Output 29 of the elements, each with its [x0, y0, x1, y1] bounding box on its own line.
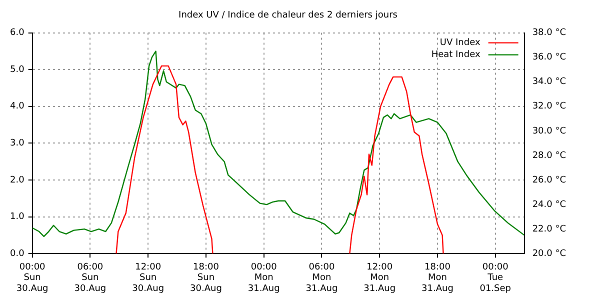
x-tick-label: 12:00 Sun 30.Aug [132, 262, 164, 294]
legend-label: UV Index [440, 38, 481, 48]
y2-tick-label: 36.0 °C [532, 52, 566, 63]
y2-tick-label: 22.0 °C [532, 224, 566, 234]
y2-tick-label: 26.0 °C [532, 175, 566, 186]
x-tick-label: 12:00 Mon 31.Aug [364, 262, 396, 294]
y2-tick-label: 38.0 °C [532, 28, 566, 38]
legend-label: Heat Index [431, 50, 481, 60]
x-tick-label: 06:00 Sun 30.Aug [74, 262, 106, 294]
x-tick-label: 18:00 Mon 31.Aug [422, 262, 454, 294]
y2-tick-label: 32.0 °C [532, 102, 566, 112]
y-tick-label: 4.0 [10, 102, 25, 112]
x-tick-label: 00:00 Mon 31.Aug [248, 262, 280, 294]
x-tick-label: 06:00 Mon 31.Aug [306, 262, 338, 294]
y-tick-label: 2.0 [10, 175, 25, 186]
chart-title: Index UV / Indice de chaleur des 2 derniers jours [178, 10, 398, 21]
y-tick-label: 5.0 [10, 64, 25, 75]
y-tick-label: 6.0 [10, 28, 25, 38]
y-tick-label: 0.0 [10, 248, 25, 259]
y2-tick-label: 24.0 °C [532, 200, 566, 210]
x-tick-label: 00:00 Sun 30.Aug [16, 262, 48, 294]
x-tick-label: 18:00 Sun 30.Aug [190, 262, 222, 294]
y-tick-label: 1.0 [10, 212, 25, 222]
x-tick-label: 00:00 Tue 01.Sep [480, 262, 512, 294]
y-tick-label: 3.0 [10, 138, 25, 149]
y2-tick-label: 28.0 °C [532, 150, 566, 161]
y2-tick-label: 30.0 °C [532, 126, 566, 136]
y2-tick-label: 34.0 °C [532, 77, 566, 88]
y2-tick-label: 20.0 °C [532, 248, 566, 259]
